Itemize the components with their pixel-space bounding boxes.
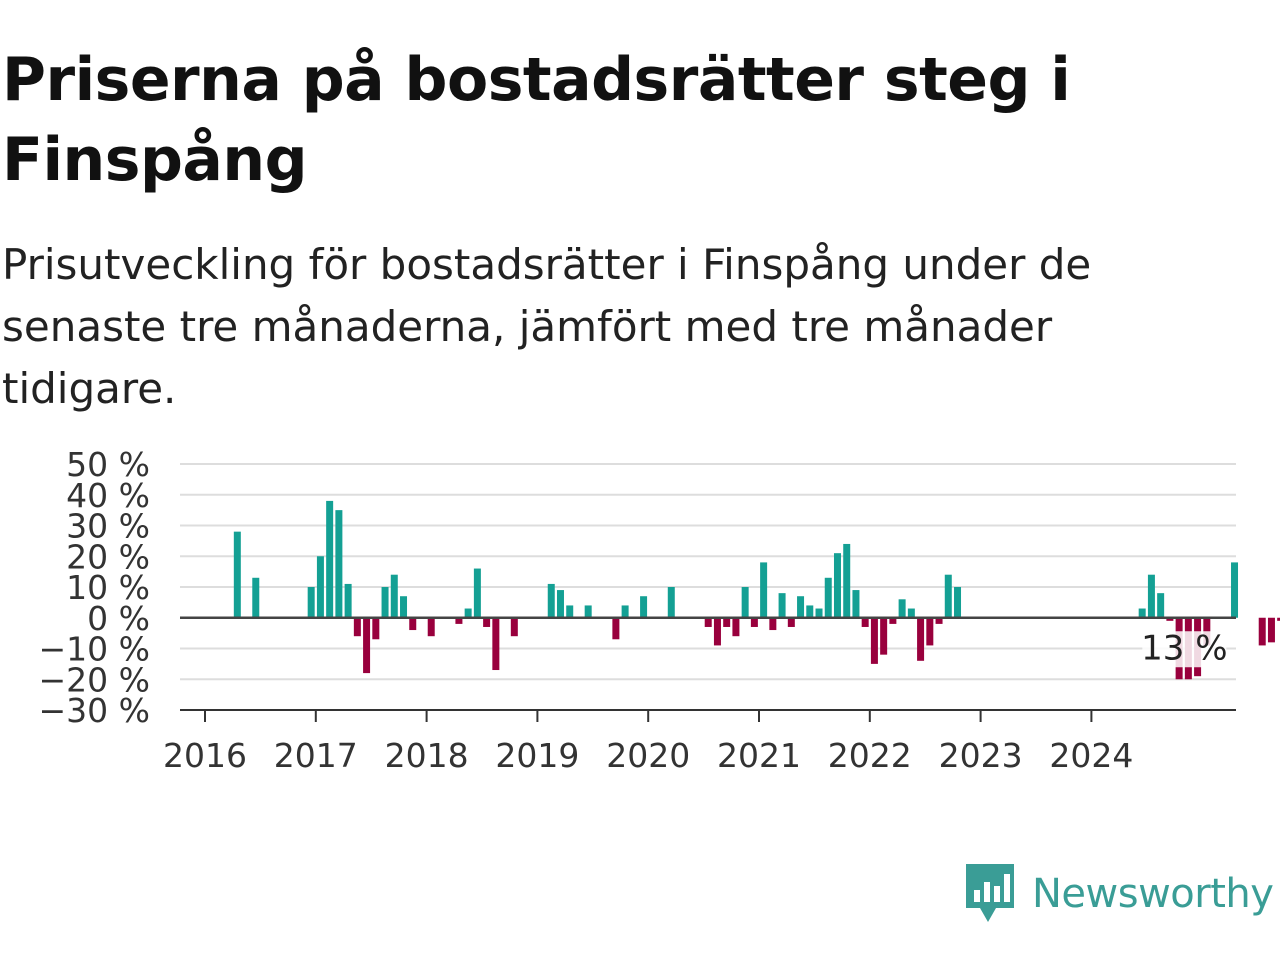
axes (180, 616, 1236, 722)
y-tick-label: 0 % (87, 599, 150, 638)
bar (353, 617, 361, 637)
bar (778, 593, 786, 618)
bar (427, 617, 435, 637)
bar (1277, 617, 1280, 621)
bar (833, 553, 841, 618)
y-tick-label: 30 % (66, 507, 150, 546)
bar (316, 556, 324, 618)
bar (750, 617, 758, 627)
x-axis-labels: 2016 2017 2018 2019 2020 2021 2022 2023 2024 (163, 736, 1133, 775)
bar (704, 617, 712, 627)
bar (713, 617, 721, 646)
bar (806, 605, 814, 618)
bar (483, 617, 491, 627)
bar (233, 531, 241, 618)
y-axis-labels: −30 %−20 %−10 %0 %10 %20 %30 %40 %50 % (39, 445, 151, 730)
x-tick-label: 2018 (385, 736, 469, 775)
bar (409, 617, 417, 631)
x-tick-label: 2017 (274, 736, 358, 775)
bar (723, 617, 731, 627)
bar (1231, 562, 1239, 618)
y-tick-label: 10 % (66, 568, 150, 607)
bar (1157, 593, 1165, 618)
chart-title: Priserna på bostadsrätter steg i Finspån… (2, 45, 1071, 195)
bar (1258, 617, 1266, 646)
newsworthy-logo: Newsworthy (962, 862, 1274, 926)
bar (1166, 617, 1174, 621)
bar (732, 617, 740, 637)
bar (464, 608, 472, 618)
newsworthy-chart-icon (966, 864, 1014, 922)
x-tick-label: 2024 (1049, 736, 1133, 775)
bar (760, 562, 768, 618)
bar (455, 617, 463, 624)
bar (917, 617, 925, 661)
bar (1138, 608, 1146, 618)
bars (233, 500, 1280, 680)
y-tick-label: −10 % (39, 630, 151, 669)
x-tick-label: 2020 (606, 736, 690, 775)
last-value-label: 13 % (1141, 628, 1227, 668)
bar (621, 605, 629, 618)
bar (252, 577, 260, 618)
bar (815, 608, 823, 618)
bar (843, 543, 851, 618)
bar (510, 617, 518, 637)
bar (400, 596, 408, 618)
bar (1267, 617, 1275, 643)
bar (556, 590, 564, 618)
x-tick-label: 2023 (939, 736, 1023, 775)
bar (1147, 574, 1155, 618)
bar (335, 510, 343, 618)
bar (492, 617, 500, 671)
bar (344, 583, 352, 618)
bar (372, 617, 380, 640)
bar (870, 617, 878, 664)
bar-chart: −30 %−20 %−10 %0 %10 %20 %30 %40 %50 % 2… (39, 445, 1280, 775)
bar (880, 617, 888, 655)
bar (390, 574, 398, 618)
bar (363, 617, 371, 674)
bar (640, 596, 648, 618)
bar (944, 574, 952, 618)
logo-text: Newsworthy (1032, 871, 1274, 917)
bar (667, 587, 675, 618)
bar (612, 617, 620, 640)
bar (326, 500, 334, 618)
bar (824, 577, 832, 618)
annotations: 13 % (1141, 628, 1227, 668)
bar (473, 568, 481, 618)
bar (926, 617, 934, 646)
bar (861, 617, 869, 627)
bar (547, 583, 555, 618)
x-tick-label: 2022 (828, 736, 912, 775)
bar (907, 608, 915, 618)
y-tick-label: 40 % (66, 476, 150, 515)
grid-lines (180, 463, 1236, 711)
bar (381, 587, 389, 618)
bar (584, 605, 592, 618)
y-tick-label: −30 % (39, 691, 151, 730)
bar (797, 596, 805, 618)
bar (935, 617, 943, 624)
y-tick-label: 20 % (66, 537, 150, 576)
bar (769, 617, 777, 631)
y-tick-label: −20 % (39, 660, 151, 699)
bar (566, 605, 574, 618)
annotation-background (1142, 631, 1227, 668)
bar (889, 617, 897, 624)
chart-subtitle: Prisutveckling för bostadsrätter i Finsp… (2, 240, 1092, 413)
bar (787, 617, 795, 627)
bar (954, 587, 962, 618)
x-tick-label: 2016 (163, 736, 247, 775)
bar (898, 599, 906, 618)
x-tick-label: 2021 (717, 736, 801, 775)
x-tick-label: 2019 (495, 736, 579, 775)
bar (852, 590, 860, 618)
bar (307, 587, 315, 618)
bar (741, 587, 749, 618)
y-tick-label: 50 % (66, 445, 150, 484)
